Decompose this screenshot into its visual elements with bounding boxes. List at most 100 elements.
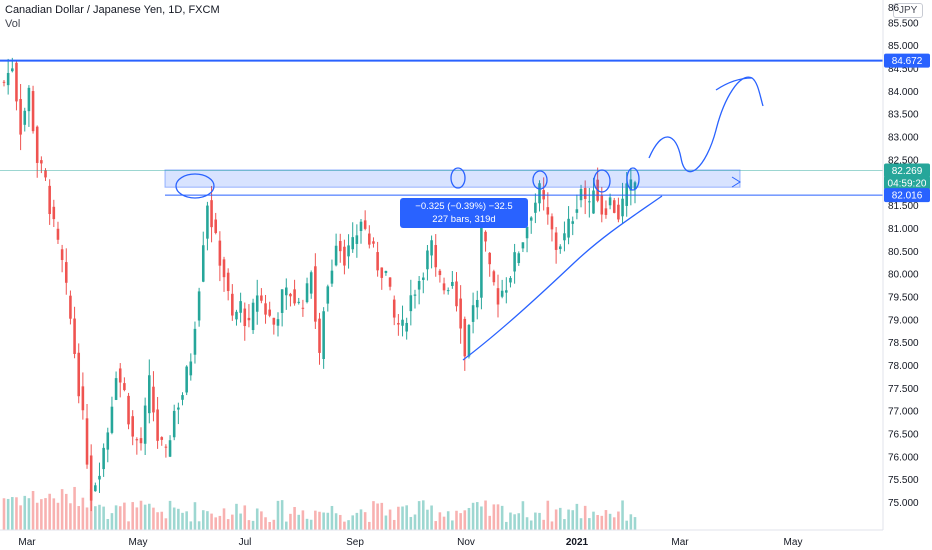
price-tick-label: 76.500 bbox=[888, 430, 919, 441]
volume-bar bbox=[52, 498, 56, 530]
volume-bar bbox=[11, 497, 14, 530]
volume-bar bbox=[575, 503, 579, 530]
price-tick-label: 80.000 bbox=[888, 270, 919, 281]
candle-body bbox=[127, 395, 130, 425]
price-tick-label: 78.000 bbox=[888, 361, 919, 372]
candle-body bbox=[2, 81, 6, 83]
drawings bbox=[0, 59, 883, 361]
candle-body bbox=[592, 190, 595, 214]
hand-drawn-circle bbox=[450, 167, 466, 189]
time-tick-label: May bbox=[784, 537, 803, 548]
time-axis[interactable]: Mar May Jul Sep Nov 2021 Mar May bbox=[18, 537, 802, 548]
time-tick-label: 2021 bbox=[566, 537, 589, 548]
volume-bar bbox=[525, 517, 529, 530]
volume-bar bbox=[301, 510, 305, 530]
candle-body bbox=[338, 241, 342, 252]
volume-bar bbox=[239, 513, 242, 530]
volume-bar bbox=[451, 520, 454, 530]
candle-body bbox=[579, 188, 583, 201]
volume-bar bbox=[617, 511, 620, 530]
candle-body bbox=[322, 311, 325, 360]
candle-body bbox=[550, 216, 554, 230]
volume-bar bbox=[222, 508, 226, 530]
volume-bar bbox=[588, 518, 591, 530]
candle-body bbox=[343, 246, 346, 266]
candle-body bbox=[392, 299, 396, 318]
candle-body bbox=[168, 440, 172, 457]
candle-body bbox=[463, 318, 467, 357]
candle-body bbox=[44, 170, 47, 178]
volume-bar bbox=[181, 512, 184, 530]
price-tag-text: 82.016 bbox=[892, 191, 923, 202]
volume-bar bbox=[23, 495, 27, 530]
candle-body bbox=[488, 252, 491, 265]
volume-bar bbox=[268, 521, 271, 530]
volume-bar bbox=[596, 515, 599, 530]
volume-bar bbox=[289, 513, 292, 530]
time-tick-label: Sep bbox=[346, 537, 364, 548]
volume-bar bbox=[123, 502, 126, 530]
volume-bar bbox=[27, 498, 31, 530]
volume-bar bbox=[135, 507, 139, 530]
candle-body bbox=[459, 298, 462, 329]
volume-bar bbox=[480, 506, 483, 530]
candle-body bbox=[239, 301, 242, 313]
candle-body bbox=[23, 110, 27, 125]
price-tick-label: 77.500 bbox=[888, 384, 919, 395]
volume-bar bbox=[550, 521, 554, 530]
candle-body bbox=[255, 295, 259, 312]
price-tick-label: 79.000 bbox=[888, 315, 919, 326]
volume-bar bbox=[326, 512, 330, 530]
currency-button[interactable]: JPY bbox=[893, 3, 924, 18]
price-tag-text: 82.269 bbox=[892, 166, 923, 177]
candle-body bbox=[384, 270, 388, 273]
time-tick-label: Mar bbox=[18, 537, 36, 548]
volume-bar bbox=[368, 521, 371, 530]
volume-bar bbox=[201, 510, 205, 530]
volume-bar bbox=[81, 497, 85, 530]
candle-body bbox=[426, 250, 429, 270]
volume-bar bbox=[351, 515, 354, 530]
candle-body bbox=[534, 202, 537, 213]
volume-bar bbox=[314, 510, 317, 530]
candle-body bbox=[35, 126, 39, 163]
candle-body bbox=[446, 290, 450, 292]
volume-bar bbox=[31, 490, 35, 530]
volume-bar bbox=[330, 505, 334, 530]
candle-body bbox=[264, 303, 267, 315]
price-tick-label: 85.500 bbox=[888, 18, 919, 29]
candle-body bbox=[583, 187, 587, 199]
candle-body bbox=[388, 277, 392, 287]
candle-body bbox=[31, 91, 35, 132]
volume-bar bbox=[392, 519, 396, 530]
price-tick-label: 75.500 bbox=[888, 475, 919, 486]
measure-box bbox=[400, 198, 528, 228]
volume-bar bbox=[318, 511, 321, 530]
price-axis[interactable]: 75.000 75.500 76.000 76.500 77.000 77.500 78.0… bbox=[888, 3, 919, 509]
volume-bar bbox=[463, 510, 467, 530]
candle-body bbox=[471, 305, 475, 322]
candle-body bbox=[575, 209, 579, 213]
volume-bar bbox=[6, 498, 10, 530]
price-tick-label: 84.000 bbox=[888, 87, 919, 98]
volume-bar bbox=[69, 503, 72, 530]
candle-body bbox=[148, 375, 151, 414]
time-tick-label: Nov bbox=[457, 537, 475, 548]
candle-body bbox=[421, 277, 425, 280]
volume-bar bbox=[384, 515, 388, 530]
price-tag-text: 04:59:20 bbox=[888, 178, 927, 189]
volume-bar bbox=[206, 511, 209, 530]
volume-bar bbox=[583, 505, 587, 530]
volume-bar bbox=[633, 517, 637, 530]
volume-bar bbox=[106, 518, 110, 530]
projection-arrow-head bbox=[715, 77, 753, 91]
candle-body bbox=[492, 271, 496, 283]
volume-bar bbox=[156, 512, 159, 530]
volume-bar bbox=[409, 516, 413, 530]
volume-bar bbox=[376, 503, 379, 530]
candle-body bbox=[15, 62, 18, 102]
candle-body bbox=[251, 302, 255, 331]
volume-bar bbox=[380, 502, 384, 530]
candle-body bbox=[380, 267, 384, 278]
